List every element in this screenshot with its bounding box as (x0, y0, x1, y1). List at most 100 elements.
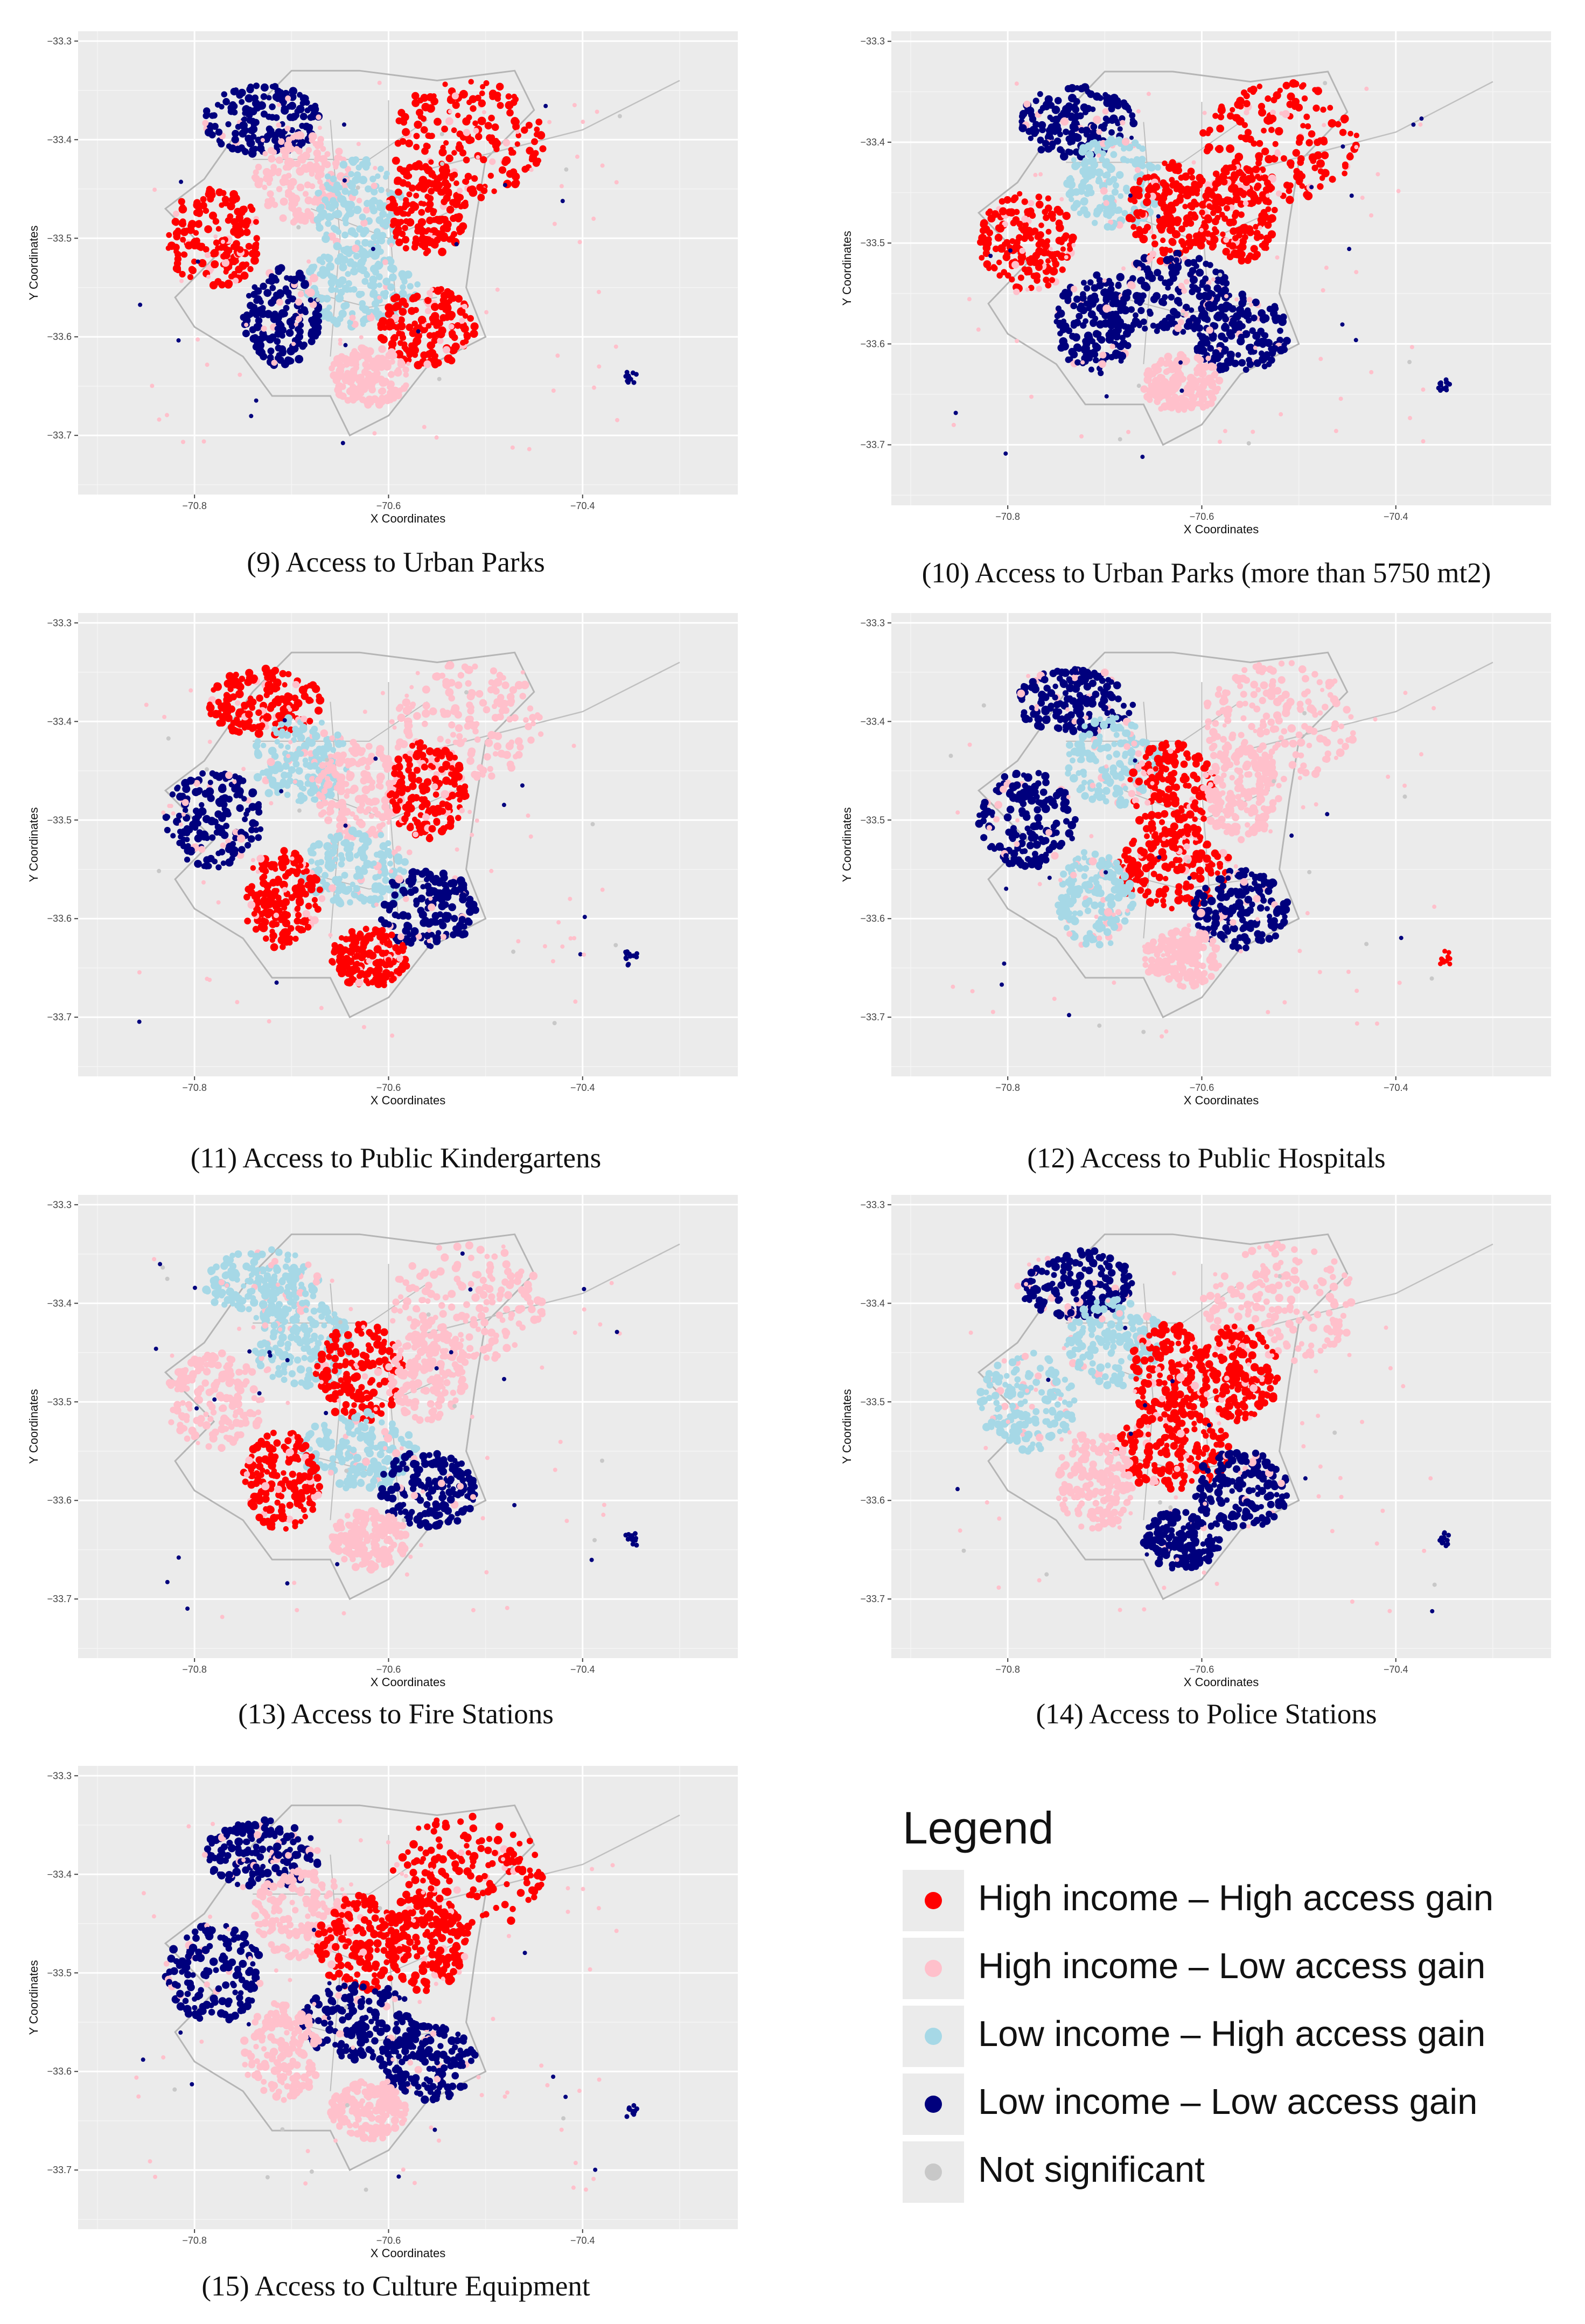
data-point (1113, 333, 1121, 341)
data-point (431, 208, 437, 214)
data-point (1369, 213, 1374, 218)
data-point (257, 144, 265, 152)
data-point (429, 342, 436, 349)
data-point (347, 182, 356, 190)
data-point (172, 243, 180, 251)
data-point (1060, 246, 1066, 252)
data-point (559, 184, 564, 189)
data-point (505, 742, 514, 750)
data-point (1076, 313, 1083, 320)
data-point (502, 707, 509, 714)
data-point (1038, 222, 1044, 228)
data-point (1209, 334, 1217, 342)
data-point (1299, 183, 1305, 189)
data-point (1015, 339, 1020, 344)
data-point (280, 197, 288, 206)
data-point (1096, 129, 1102, 135)
data-point (1043, 100, 1051, 109)
data-point (387, 283, 395, 291)
data-point (1238, 134, 1244, 141)
data-point (362, 156, 371, 165)
data-point (386, 780, 392, 786)
data-point (282, 682, 288, 688)
data-point (422, 709, 430, 718)
data-point (1314, 151, 1322, 159)
data-point (285, 298, 291, 305)
data-point (1277, 328, 1283, 334)
data-point (1120, 99, 1128, 107)
data-point (413, 712, 421, 720)
data-point (434, 756, 440, 763)
data-point (455, 815, 462, 822)
data-point (345, 886, 353, 893)
data-point (469, 95, 477, 103)
data-point (1263, 116, 1272, 124)
data-point (1333, 429, 1338, 434)
data-point (174, 255, 182, 263)
data-point (1272, 141, 1279, 147)
data-point (1137, 277, 1145, 285)
data-point (1169, 182, 1177, 189)
data-point (406, 824, 414, 832)
data-point (445, 751, 453, 760)
data-point (439, 708, 446, 714)
data-point (1441, 386, 1446, 391)
data-point (371, 234, 378, 241)
data-point (466, 757, 474, 765)
data-point (317, 195, 323, 201)
data-point (400, 868, 408, 875)
data-point (1158, 406, 1164, 412)
data-point (383, 218, 390, 225)
data-point (483, 80, 490, 86)
data-point (390, 217, 398, 226)
data-point (1279, 111, 1284, 116)
data-point (308, 739, 316, 747)
data-point (1129, 117, 1135, 123)
data-point (1093, 357, 1099, 364)
data-point (530, 721, 536, 727)
data-point (414, 332, 421, 338)
data-point (382, 876, 390, 884)
data-point (1129, 135, 1134, 140)
data-point (1193, 348, 1200, 354)
data-point (515, 129, 520, 134)
data-point (1058, 239, 1065, 246)
data-point (414, 361, 423, 370)
data-point (372, 268, 379, 276)
data-point (322, 308, 329, 315)
data-point (361, 346, 369, 353)
data-point (1083, 318, 1089, 324)
data-point (233, 671, 239, 678)
data-point (1270, 109, 1276, 116)
data-point (617, 114, 622, 119)
data-point (378, 345, 386, 353)
data-point (1057, 344, 1065, 352)
data-point (442, 307, 449, 313)
data-point (327, 800, 336, 809)
data-point (224, 679, 232, 688)
data-point (995, 224, 1002, 232)
data-point (268, 196, 275, 204)
data-point (1199, 200, 1207, 209)
data-point (446, 822, 455, 830)
data-point (164, 413, 169, 418)
data-point (266, 672, 275, 681)
data-point (319, 878, 325, 884)
data-point (424, 247, 431, 254)
data-point (343, 343, 348, 347)
data-point (330, 747, 337, 753)
data-point (227, 202, 235, 211)
data-point (1087, 90, 1095, 98)
data-point (269, 103, 276, 110)
data-point (1018, 124, 1027, 133)
data-point (1036, 200, 1044, 209)
data-point (1242, 200, 1249, 206)
data-point (342, 178, 347, 183)
data-point (1042, 140, 1050, 148)
data-point (271, 359, 277, 366)
data-point (980, 219, 988, 227)
data-point (951, 422, 956, 427)
data-point (386, 815, 392, 821)
data-point (1168, 294, 1175, 301)
data-point (1249, 327, 1256, 335)
